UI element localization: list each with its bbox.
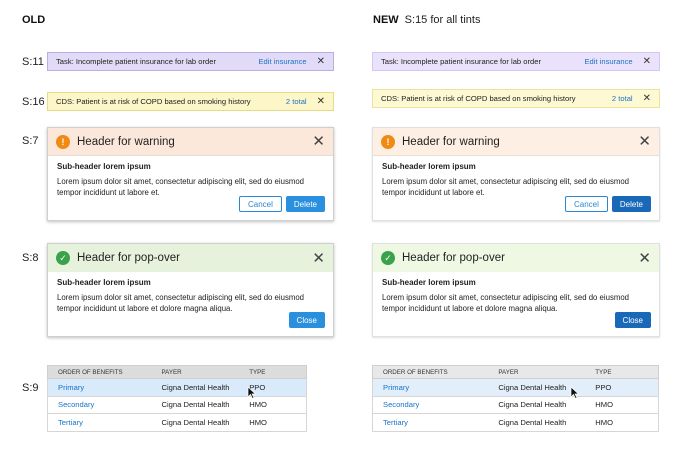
task-banner: Task: Incomplete patient insurance for l… xyxy=(47,52,334,71)
warning-dialog-body: Lorem ipsum dolor sit amet, consectetur … xyxy=(57,177,305,198)
cds-banner: CDS: Patient is at risk of COPD based on… xyxy=(372,89,660,108)
popover-dialog: ✓ Header for pop-over ✕ Sub-header lorem… xyxy=(47,243,334,337)
delete-button[interactable]: Delete xyxy=(285,196,325,212)
popover-dialog-body: Lorem ipsum dolor sit amet, consectetur … xyxy=(57,293,305,314)
payer-cell: Cigna Dental Health xyxy=(498,382,567,392)
close-icon[interactable]: ✕ xyxy=(638,249,651,267)
warning-dialog-body: Lorem ipsum dolor sit amet, consectetur … xyxy=(382,177,630,198)
row-label-warning: S:7 xyxy=(22,135,39,147)
table-row[interactable]: Tertiary Cigna Dental Health HMO xyxy=(372,414,659,432)
row-label-task: S:11 xyxy=(22,56,44,68)
popover-dialog-header: ✓ Header for pop-over ✕ xyxy=(373,244,659,272)
payer-cell: Cigna Dental Health xyxy=(161,417,230,427)
table-row[interactable]: Primary Cigna Dental Health PPO xyxy=(372,379,659,397)
popover-dialog-body: Lorem ipsum dolor sit amet, consectetur … xyxy=(382,293,630,314)
payer-cell: Cigna Dental Health xyxy=(161,382,230,392)
checkmark-icon: ✓ xyxy=(381,251,395,265)
warning-dialog-title: Header for warning xyxy=(402,135,500,148)
close-icon[interactable]: ✕ xyxy=(642,55,651,67)
table-row[interactable]: Primary Cigna Dental Health PPO xyxy=(47,379,307,397)
type-cell: HMO xyxy=(249,400,267,410)
row-label-cds: S:16 xyxy=(22,96,45,108)
close-icon[interactable]: ✕ xyxy=(316,55,325,67)
new-heading: NEW S:15 for all tints xyxy=(373,14,481,26)
column-header-order: ORDER OF BENEFITS xyxy=(58,368,123,376)
old-column: Task: Incomplete patient insurance for l… xyxy=(18,0,334,451)
payer-cell: Cigna Dental Health xyxy=(498,417,567,427)
total-count-link[interactable]: 2 total xyxy=(611,94,633,103)
column-header-payer: PAYER xyxy=(161,368,182,376)
warning-dialog: ! Header for warning ✕ Sub-header lorem … xyxy=(372,127,660,221)
new-column: Task: Incomplete patient insurance for l… xyxy=(372,0,688,451)
warning-dialog-subheader: Sub-header lorem ipsum xyxy=(382,162,476,171)
close-icon[interactable]: ✕ xyxy=(642,92,651,104)
old-heading: OLD xyxy=(22,14,45,26)
close-button[interactable]: Close xyxy=(614,312,651,328)
task-banner: Task: Incomplete patient insurance for l… xyxy=(372,52,660,71)
row-label-table: S:9 xyxy=(22,382,39,394)
edit-insurance-link[interactable]: Edit insurance xyxy=(584,57,633,66)
order-link[interactable]: Tertiary xyxy=(58,417,83,427)
task-banner-text: Task: Incomplete patient insurance for l… xyxy=(56,57,216,66)
delete-button[interactable]: Delete xyxy=(611,196,651,212)
type-cell: HMO xyxy=(595,417,613,427)
popover-dialog-header: ✓ Header for pop-over ✕ xyxy=(48,244,333,272)
table-row[interactable]: Tertiary Cigna Dental Health HMO xyxy=(47,414,307,432)
column-header-payer: PAYER xyxy=(498,368,519,376)
cds-banner-text: CDS: Patient is at risk of COPD based on… xyxy=(381,94,576,103)
benefits-table: ORDER OF BENEFITS PAYER TYPE Primary Cig… xyxy=(47,365,307,432)
warning-dialog-subheader: Sub-header lorem ipsum xyxy=(57,162,151,171)
payer-cell: Cigna Dental Health xyxy=(161,400,230,410)
popover-dialog-title: Header for pop-over xyxy=(402,252,505,264)
cds-banner: CDS: Patient is at risk of COPD based on… xyxy=(47,92,334,111)
total-count-link[interactable]: 2 total xyxy=(285,97,307,106)
order-link[interactable]: Primary xyxy=(383,382,410,392)
warning-dialog: ! Header for warning ✕ Sub-header lorem … xyxy=(47,127,334,221)
row-label-popover: S:8 xyxy=(22,252,39,264)
close-icon[interactable]: ✕ xyxy=(638,133,651,150)
table-header-row: ORDER OF BENEFITS PAYER TYPE xyxy=(47,365,307,379)
payer-cell: Cigna Dental Health xyxy=(498,400,567,410)
type-cell: HMO xyxy=(595,400,613,410)
new-heading-label: NEW xyxy=(373,14,399,26)
column-header-type: TYPE xyxy=(595,368,612,376)
popover-dialog: ✓ Header for pop-over ✕ Sub-header lorem… xyxy=(372,243,660,337)
type-cell: PPO xyxy=(249,382,266,392)
mouse-pointer-icon xyxy=(247,387,257,399)
popover-dialog-title: Header for pop-over xyxy=(77,252,180,264)
order-link[interactable]: Secondary xyxy=(383,400,420,410)
table-row[interactable]: Secondary Cigna Dental Health HMO xyxy=(372,396,659,414)
benefits-table: ORDER OF BENEFITS PAYER TYPE Primary Cig… xyxy=(372,365,659,432)
popover-dialog-subheader: Sub-header lorem ipsum xyxy=(57,278,151,287)
table-row[interactable]: Secondary Cigna Dental Health HMO xyxy=(47,396,307,414)
type-cell: PPO xyxy=(595,382,612,392)
cancel-button[interactable]: Cancel xyxy=(238,196,282,212)
exclamation-icon: ! xyxy=(381,134,395,149)
table-header-row: ORDER OF BENEFITS PAYER TYPE xyxy=(372,365,659,379)
new-heading-note: S:15 for all tints xyxy=(404,14,481,26)
close-icon[interactable]: ✕ xyxy=(316,95,325,107)
close-button[interactable]: Close xyxy=(288,312,325,328)
column-header-type: TYPE xyxy=(249,368,266,376)
close-icon[interactable]: ✕ xyxy=(312,133,325,150)
task-banner-text: Task: Incomplete patient insurance for l… xyxy=(381,57,541,66)
order-link[interactable]: Tertiary xyxy=(383,417,408,427)
old-heading-label: OLD xyxy=(22,14,46,26)
warning-dialog-header: ! Header for warning ✕ xyxy=(373,128,659,156)
checkmark-icon: ✓ xyxy=(56,251,70,265)
order-link[interactable]: Primary xyxy=(58,382,85,392)
type-cell: HMO xyxy=(249,417,267,427)
cancel-button[interactable]: Cancel xyxy=(564,196,608,212)
mouse-pointer-icon xyxy=(570,387,580,399)
exclamation-icon: ! xyxy=(56,134,70,149)
warning-dialog-header: ! Header for warning ✕ xyxy=(48,128,333,156)
warning-dialog-title: Header for warning xyxy=(77,135,175,148)
column-header-order: ORDER OF BENEFITS xyxy=(383,368,448,376)
close-icon[interactable]: ✕ xyxy=(312,249,325,267)
edit-insurance-link[interactable]: Edit insurance xyxy=(258,57,307,66)
popover-dialog-subheader: Sub-header lorem ipsum xyxy=(382,278,476,287)
cds-banner-text: CDS: Patient is at risk of COPD based on… xyxy=(56,97,251,106)
order-link[interactable]: Secondary xyxy=(58,400,95,410)
